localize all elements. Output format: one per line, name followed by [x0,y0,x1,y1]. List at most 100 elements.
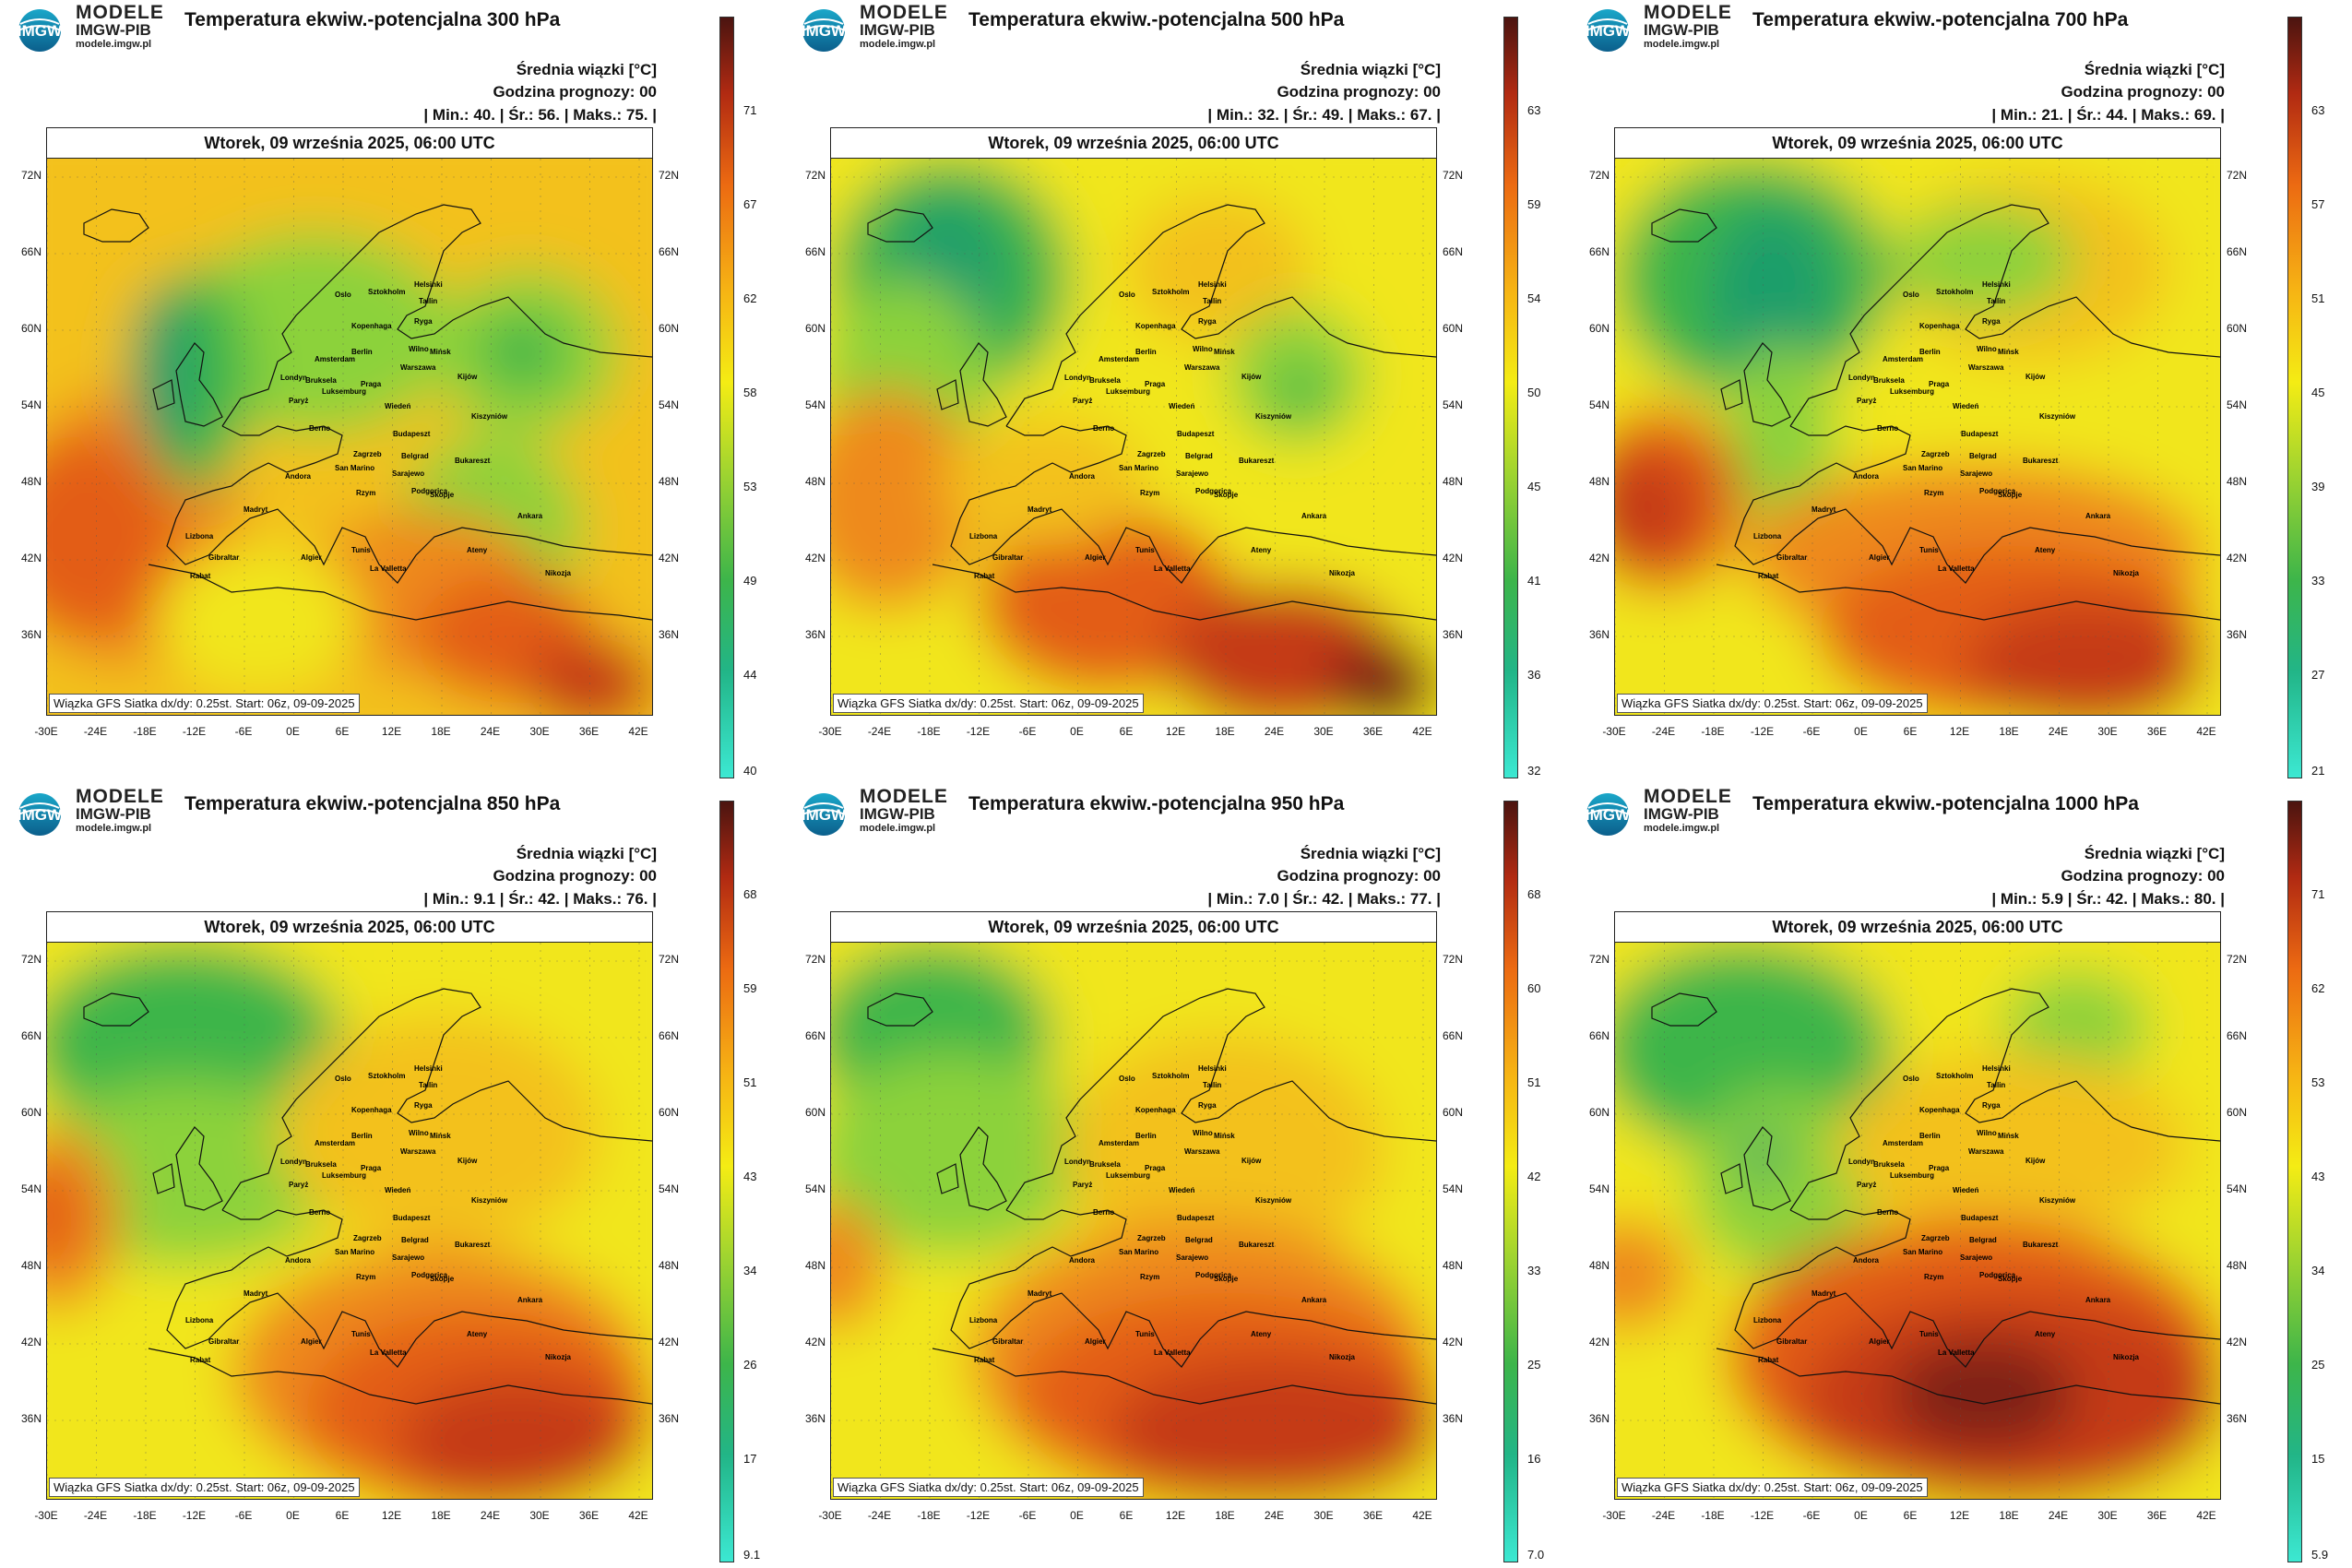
brand-url[interactable]: modele.imgw.pl [76,39,152,50]
lat-tick-right: 36N [2227,628,2248,641]
city-label: Podgorica [411,487,448,495]
city-label: Kopenhaga [351,1106,392,1114]
mean-label: Średnia wiązki [°C] [2084,61,2225,78]
city-label: Wilno [409,1129,429,1137]
city-label: Sarajewo [392,469,425,478]
lat-tick-left: 36N [804,1412,826,1425]
city-label: Tunis [1135,1330,1155,1338]
city-label: Sarajewo [1960,1253,1993,1262]
city-label: Algier [1085,1337,1106,1346]
colorbar [1503,801,1518,1562]
city-label: Luksemburg [1890,387,1935,396]
forecast-hour: Godzina prognozy: 00 [2061,867,2225,885]
lon-tick: 42E [2196,725,2216,738]
mean-label: Średnia wiązki [°C] [516,845,657,862]
city-label: Andora [285,472,311,481]
city-label: Oslo [1903,291,1919,299]
city-label: Praga [1929,1164,1950,1172]
brand-url[interactable]: modele.imgw.pl [1644,823,1720,834]
city-label: Ateny [467,546,488,554]
city-label: Algier [1869,553,1890,562]
imgw-logo-icon: IMGW [802,793,847,836]
lat-tick-right: 36N [1443,628,1464,641]
city-label: Praga [1145,1164,1166,1172]
svg-text:IMGW: IMGW [18,806,63,824]
city-label: Tunis [1135,546,1155,554]
lat-tick-right: 60N [1443,322,1464,335]
lat-tick-right: 36N [1443,1412,1464,1425]
city-label: Londyn [280,1158,307,1166]
city-label: Sarajewo [392,1253,425,1262]
map-frame[interactable]: Wtorek, 09 września 2025, 06:00 UTC Wiąz… [46,127,653,716]
map-frame[interactable]: Wtorek, 09 września 2025, 06:00 UTC Wiąz… [830,911,1437,1500]
validity-time: Wtorek, 09 września 2025, 06:00 UTC [47,128,652,159]
coastline [1720,342,1791,427]
source-note: Wiązka GFS Siatka dx/dy: 0.25st. Start: … [1617,1478,1928,1497]
imgw-logo-icon: IMGW [1586,9,1631,52]
city-label: Gibraltar [1776,1337,1808,1346]
city-label: Ankara [517,1296,543,1304]
city-label: Ryga [414,317,433,326]
temperature-field-map[interactable] [1615,943,2220,1499]
city-label: Helsinki [1982,1064,2011,1073]
lat-tick-left: 60N [1588,1106,1610,1119]
lat-tick-left: 42N [804,1336,826,1348]
stat-max: 69. [2193,106,2216,124]
map-frame[interactable]: Wtorek, 09 września 2025, 06:00 UTC Wiąz… [1614,911,2221,1500]
lat-tick-left: 54N [1588,1182,1610,1195]
validity-time: Wtorek, 09 września 2025, 06:00 UTC [1615,128,2220,159]
temperature-field-map[interactable] [47,943,652,1499]
stat-min: 7.0 [1257,890,1279,908]
lon-tick: 18E [1215,725,1235,738]
city-label: Bukareszt [2023,1241,2059,1249]
city-label: Ateny [1251,546,1272,554]
lat-tick-left: 72N [20,953,42,966]
city-label: Mińsk [430,1132,451,1140]
lon-tick: 24E [1264,1509,1285,1522]
temperature-field-map[interactable] [47,159,652,715]
city-label: Skopje [1214,491,1239,499]
city-label: Sztokholm [368,288,406,296]
lat-tick-left: 72N [20,169,42,182]
colorbar-tick: 50 [1527,386,1541,399]
stat-min: 9.1 [473,890,495,908]
city-label: Podgorica [411,1271,448,1279]
city-label: Wilno [1193,345,1213,353]
stat-avg: 42. [1322,890,1344,908]
colorbar-tick: 53 [2311,1075,2325,1089]
lat-tick-right: 54N [2227,398,2248,411]
colorbar-tick: 63 [1527,103,1541,117]
brand-url[interactable]: modele.imgw.pl [1644,39,1720,50]
lat-tick-right: 60N [2227,322,2248,335]
temperature-field-map[interactable] [831,943,1436,1499]
lat-tick-left: 36N [1588,1412,1610,1425]
lon-tick: -6E [1018,725,1037,738]
map-frame[interactable]: Wtorek, 09 września 2025, 06:00 UTC Wiąz… [830,127,1437,716]
lon-tick: -30E [1602,1509,1626,1522]
lat-tick-right: 60N [1443,1106,1464,1119]
city-label: Berno [1093,1208,1115,1217]
panel-title: Temperatura ekwiw.-potencjalna 500 hPa [968,9,1345,30]
city-label: Tunis [351,1330,371,1338]
city-label: Budapeszt [1961,1214,1999,1222]
brand-url[interactable]: modele.imgw.pl [860,823,936,834]
city-label: Ateny [2035,1330,2056,1338]
map-frame[interactable]: Wtorek, 09 września 2025, 06:00 UTC Wiąz… [46,911,653,1500]
temperature-field-map[interactable] [831,159,1436,715]
stat-min: 5.9 [2041,890,2063,908]
brand-url[interactable]: modele.imgw.pl [76,823,152,834]
source-note: Wiązka GFS Siatka dx/dy: 0.25st. Start: … [49,1478,360,1497]
colorbar-tick: 58 [743,386,757,399]
brand-url[interactable]: modele.imgw.pl [860,39,936,50]
city-label: Sztokholm [368,1072,406,1080]
lon-tick: -6E [1018,1509,1037,1522]
city-label: Tallin [1203,1081,1222,1089]
temperature-field-map[interactable] [1615,159,2220,715]
lat-tick-left: 48N [1588,475,1610,488]
stats-line: | Min.: 5.9 | Śr.: 42. | Maks.: 80. | [1991,890,2225,908]
colorbar-tick: 43 [2311,1170,2325,1183]
map-frame[interactable]: Wtorek, 09 września 2025, 06:00 UTC Wiąz… [1614,127,2221,716]
stat-avg: 44. [2106,106,2128,124]
colorbar-tick: 7.0 [1527,1548,1545,1562]
colorbar [1503,17,1518,778]
